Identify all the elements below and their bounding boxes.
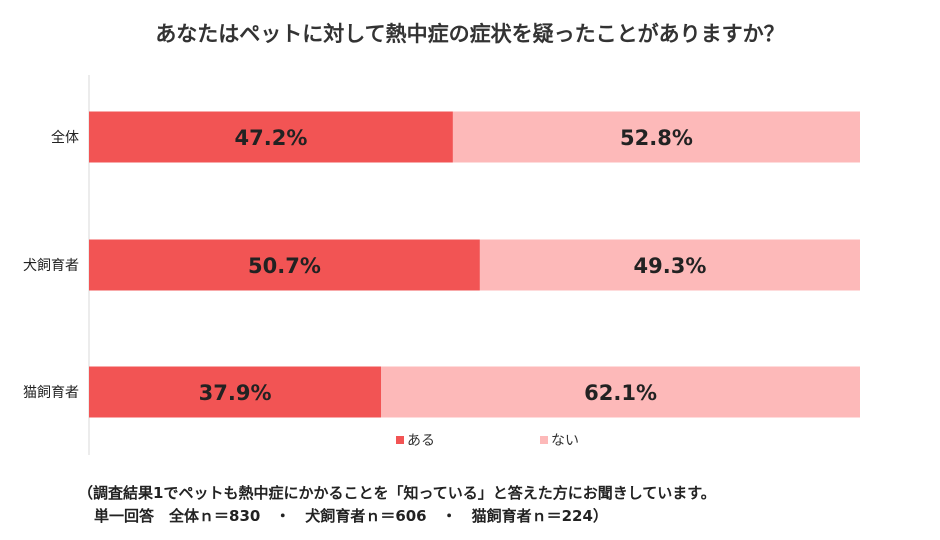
data-label-nai-2: 62.1% (584, 381, 657, 405)
bar-nai-0 (452, 111, 860, 163)
data-label-aru-0: 47.2% (235, 126, 308, 150)
bar-aru-0 (89, 111, 453, 163)
legend-label-1: ない (551, 433, 579, 449)
footnote-line-1: （調査結果1でペットも熱中症にかかることを「知っている」と答えた方にお聞きしてい… (78, 484, 716, 502)
data-label-nai-1: 49.3% (634, 254, 707, 278)
bars-group: 47.2% 52.8% 全体 50.7% 49.3% 犬飼育者 37.9% 62.1% 猫飼育者 (23, 111, 860, 418)
footnote-line-2: 単一回答 全体ｎ＝830 ・ 犬飼育者ｎ＝606 ・ 猫飼育者ｎ＝224） (94, 507, 608, 525)
category-label-0: 全体 (51, 129, 79, 146)
stacked-bar-chart: 47.2% 52.8% 全体 50.7% 49.3% 犬飼育者 37.9% 62.1% 猫飼育者… (23, 75, 860, 455)
bar-nai-1 (479, 239, 860, 291)
legend: ある ない (396, 433, 579, 449)
bar-aru-2 (89, 366, 382, 418)
chart-title: あなたはペットに対して熱中症の症状を疑ったことがありますか？ (155, 22, 785, 46)
data-label-nai-0: 52.8% (620, 126, 693, 150)
legend-swatch-0 (396, 436, 404, 444)
data-label-aru-1: 50.7% (248, 254, 321, 278)
category-label-2: 猫飼育者 (23, 385, 79, 401)
data-label-aru-2: 37.9% (199, 381, 272, 405)
category-label-1: 犬飼育者 (23, 258, 79, 274)
legend-label-0: ある (407, 433, 435, 449)
bar-aru-1 (89, 239, 480, 291)
bar-nai-2 (381, 366, 860, 418)
footnote: （調査結果1でペットも熱中症にかかることを「知っている」と答えた方にお聞きしてい… (78, 482, 938, 528)
legend-swatch-1 (540, 436, 548, 444)
